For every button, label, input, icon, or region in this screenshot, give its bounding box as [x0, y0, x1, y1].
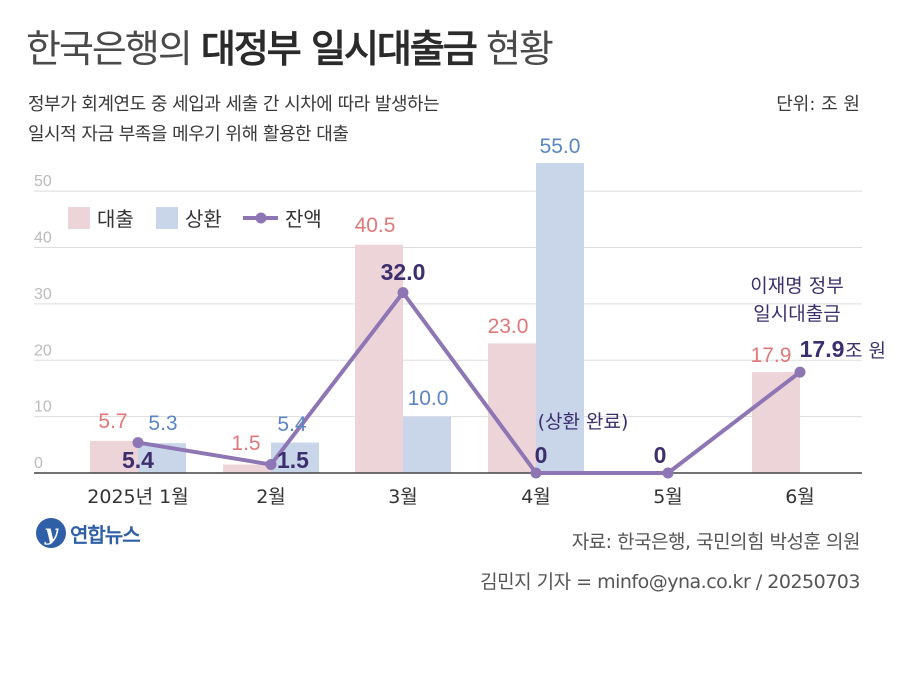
credit-note: 김민지 기자 = minfo@yna.co.kr / 20250703	[480, 571, 860, 593]
loan-value-label: 17.9	[751, 344, 792, 367]
loan-value-label: 1.5	[231, 432, 260, 455]
x-tick-label: 3월	[388, 486, 418, 508]
bar-loan	[90, 440, 138, 473]
balance-line-path	[137, 290, 802, 475]
repaid-annotation: (상환 완료)	[538, 411, 629, 433]
balance-point	[794, 366, 806, 378]
subtitle-line-1: 정부가 회계연도 중 세입과 세출 간 시차에 따라 발생하는	[28, 94, 440, 115]
data-labels: 5.7 1.5 40.5 23.0 17.9 5.3 5.4 10.0 55.0 5.4 1.5 32…	[98, 135, 886, 473]
source-note: 자료: 한국은행, 국민의힘 박성훈 의원	[571, 531, 861, 553]
legend-label-repay: 상환	[185, 207, 222, 231]
repay-value-label: 55.0	[540, 135, 581, 158]
balance-point	[132, 437, 144, 449]
balance-value-label: 0	[654, 442, 667, 468]
balance-point	[397, 287, 409, 299]
unit-label: 단위: 조 원	[776, 94, 860, 115]
bar-loan	[223, 464, 271, 473]
bar-repay	[536, 163, 584, 473]
bars	[90, 163, 800, 473]
y-tick-label: 0	[34, 455, 43, 472]
page-title: 한국은행의 대정부 일시대출금 현황	[26, 27, 554, 71]
legend-swatch-loan	[68, 207, 90, 229]
loan-value-label: 23.0	[488, 315, 529, 338]
balance-value-label: 32.0	[381, 259, 426, 285]
bar-loan	[488, 343, 536, 473]
bar-repay	[403, 416, 451, 473]
repay-value-label: 5.4	[277, 413, 307, 436]
y-tick-label: 40	[34, 230, 52, 247]
loan-value-label: 5.7	[98, 410, 127, 433]
y-tick-label: 10	[34, 399, 52, 416]
legend-swatch-repay	[156, 207, 178, 229]
bar-loan	[355, 244, 403, 473]
repay-value-label: 5.3	[148, 412, 177, 435]
x-tick-label: 4월	[521, 486, 551, 508]
x-tick-label: 6월	[785, 486, 815, 508]
chart: 0 10 20 30 40 50 2025년 1월 2월 3월 4월 5월 6월 5.7 1.5 40.…	[34, 135, 886, 508]
x-tick-label: 2025년 1월	[87, 486, 188, 508]
x-axis-ticks: 2025년 1월 2월 3월 4월 5월 6월	[87, 486, 815, 508]
legend-label-loan: 대출	[97, 207, 134, 231]
subtitle: 정부가 회계연도 중 세입과 세출 간 시차에 따라 발생하는 일시적 자금 부…	[28, 90, 440, 150]
yonhap-logo-icon: y	[36, 518, 66, 548]
balance-value-label: 5.4	[122, 447, 154, 473]
repay-value-label: 10.0	[408, 387, 449, 410]
balance-unit-label: 조 원	[845, 340, 886, 362]
balance-value-label: 1.5	[277, 447, 309, 473]
june-annotation-line-2: 일시대출금	[753, 303, 840, 325]
bar-repay	[271, 442, 319, 473]
june-annotation-line-1: 이재명 정부	[750, 275, 843, 297]
legend-label-balance: 잔액	[285, 207, 322, 231]
y-tick-label: 30	[34, 286, 52, 303]
logo: y 연합뉴스	[36, 518, 141, 548]
x-tick-label: 5월	[653, 486, 683, 508]
balance-line	[132, 287, 806, 479]
legend-marker-balance	[255, 212, 267, 224]
y-axis-ticks: 0 10 20 30 40 50	[34, 173, 52, 472]
balance-point	[265, 459, 277, 471]
balance-point	[662, 467, 674, 479]
x-tick-label: 2월	[256, 486, 286, 508]
subtitle-line-2: 일시적 자금 부족을 메우기 위해 활용한 대출	[28, 124, 349, 145]
y-tick-label: 50	[34, 173, 52, 190]
loan-value-label: 40.5	[355, 214, 396, 237]
legend: 대출 상환 잔액	[68, 207, 322, 231]
balance-point	[530, 467, 542, 479]
bar-loan	[752, 372, 800, 473]
balance-value-label: 0	[535, 442, 548, 468]
y-tick-label: 20	[34, 342, 52, 359]
logo-text: 연합뉴스	[70, 522, 141, 547]
balance-value-label: 17.9	[800, 336, 845, 362]
